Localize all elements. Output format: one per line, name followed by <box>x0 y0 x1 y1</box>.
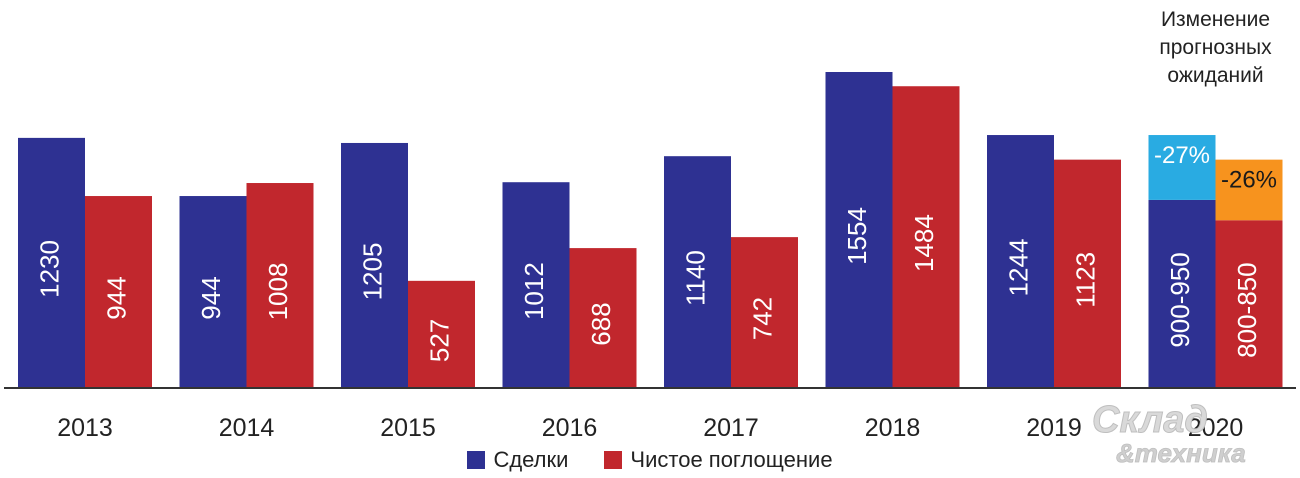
forecast-title-line-1: Изменение <box>1161 8 1270 31</box>
bar-deals-2014 <box>179 196 247 388</box>
x-tick-label-2017: 2017 <box>703 414 759 442</box>
data-label-net-absorption-2017: 742 <box>747 297 777 340</box>
bar-net-absorption-2017 <box>731 237 798 388</box>
x-tick-label-2019: 2019 <box>1026 414 1082 442</box>
data-label-net-absorption-2013: 944 <box>101 276 131 319</box>
legend-item-net-absorption: Чистое поглощение <box>604 447 833 473</box>
data-label-deals-2018: 1554 <box>842 207 872 265</box>
legend-swatch-net-absorption <box>604 451 623 469</box>
bar-deals-2016 <box>502 182 570 388</box>
legend-label-net-absorption: Чистое поглощение <box>630 447 833 472</box>
bar-net-absorption-2018 <box>892 86 960 388</box>
legend-label-deals: Сделки <box>493 447 569 472</box>
bar-deals-2020 <box>1148 199 1216 388</box>
data-label-net-absorption-2018: 1484 <box>909 214 939 272</box>
data-label-deals-2013: 1230 <box>34 240 64 298</box>
watermark-logo: Склад &техника <box>1092 399 1247 469</box>
bar-net-absorption-2013 <box>85 196 152 388</box>
watermark-line-2: &техника <box>1116 438 1246 468</box>
x-tick-label-2013: 2013 <box>57 414 113 442</box>
bar-net-absorption-2016 <box>569 248 637 388</box>
x-tick-label-2018: 2018 <box>865 414 921 442</box>
data-label-net-absorption-2019: 1123 <box>1070 252 1100 308</box>
data-label-deals-2015: 1205 <box>357 243 387 301</box>
data-label-net-absorption-2016: 688 <box>586 302 616 345</box>
bar-net-absorption-2019 <box>1054 159 1121 388</box>
forecast-box-deals <box>1148 135 1216 200</box>
x-tick-label-2020: 2020 <box>1188 414 1244 442</box>
bar-deals-2015 <box>341 142 408 388</box>
bar-deals-2018 <box>825 72 893 388</box>
forecast-change-label-deals: -27% <box>1154 142 1210 169</box>
data-label-deals-2014: 944 <box>196 276 226 319</box>
data-label-net-absorption-2020: 800-850 <box>1232 262 1262 357</box>
legend-swatch-deals <box>467 451 486 469</box>
bar-deals-2019 <box>987 135 1054 388</box>
data-label-net-absorption-2014: 1008 <box>263 263 293 321</box>
legend-item-deals: Сделки <box>467 447 568 473</box>
data-label-deals-2020: 900-950 <box>1165 252 1195 347</box>
forecast-title-line-2: прогнозных <box>1159 36 1272 59</box>
forecast-box-net-absorption <box>1215 159 1283 221</box>
data-label-deals-2017: 1140 <box>680 250 710 306</box>
data-label-deals-2016: 1012 <box>519 262 549 320</box>
bar-deals-2017 <box>664 156 731 388</box>
bar-net-absorption-2020 <box>1215 220 1283 388</box>
bar-deals-2013 <box>18 137 85 388</box>
legend: Сделки Чистое поглощение <box>0 446 1300 474</box>
forecast-change-label-net-absorption: -26% <box>1221 167 1277 194</box>
data-label-net-absorption-2015: 527 <box>424 319 454 362</box>
watermark-line-1: Склад <box>1092 399 1208 441</box>
forecast-title-line-3: ожиданий <box>1167 64 1263 87</box>
data-label-deals-2019: 1244 <box>1003 239 1033 297</box>
bar-net-absorption-2014 <box>246 183 314 388</box>
bar-net-absorption-2015 <box>408 280 475 388</box>
x-tick-label-2014: 2014 <box>219 414 275 442</box>
x-tick-label-2015: 2015 <box>380 414 436 442</box>
x-tick-label-2016: 2016 <box>542 414 598 442</box>
